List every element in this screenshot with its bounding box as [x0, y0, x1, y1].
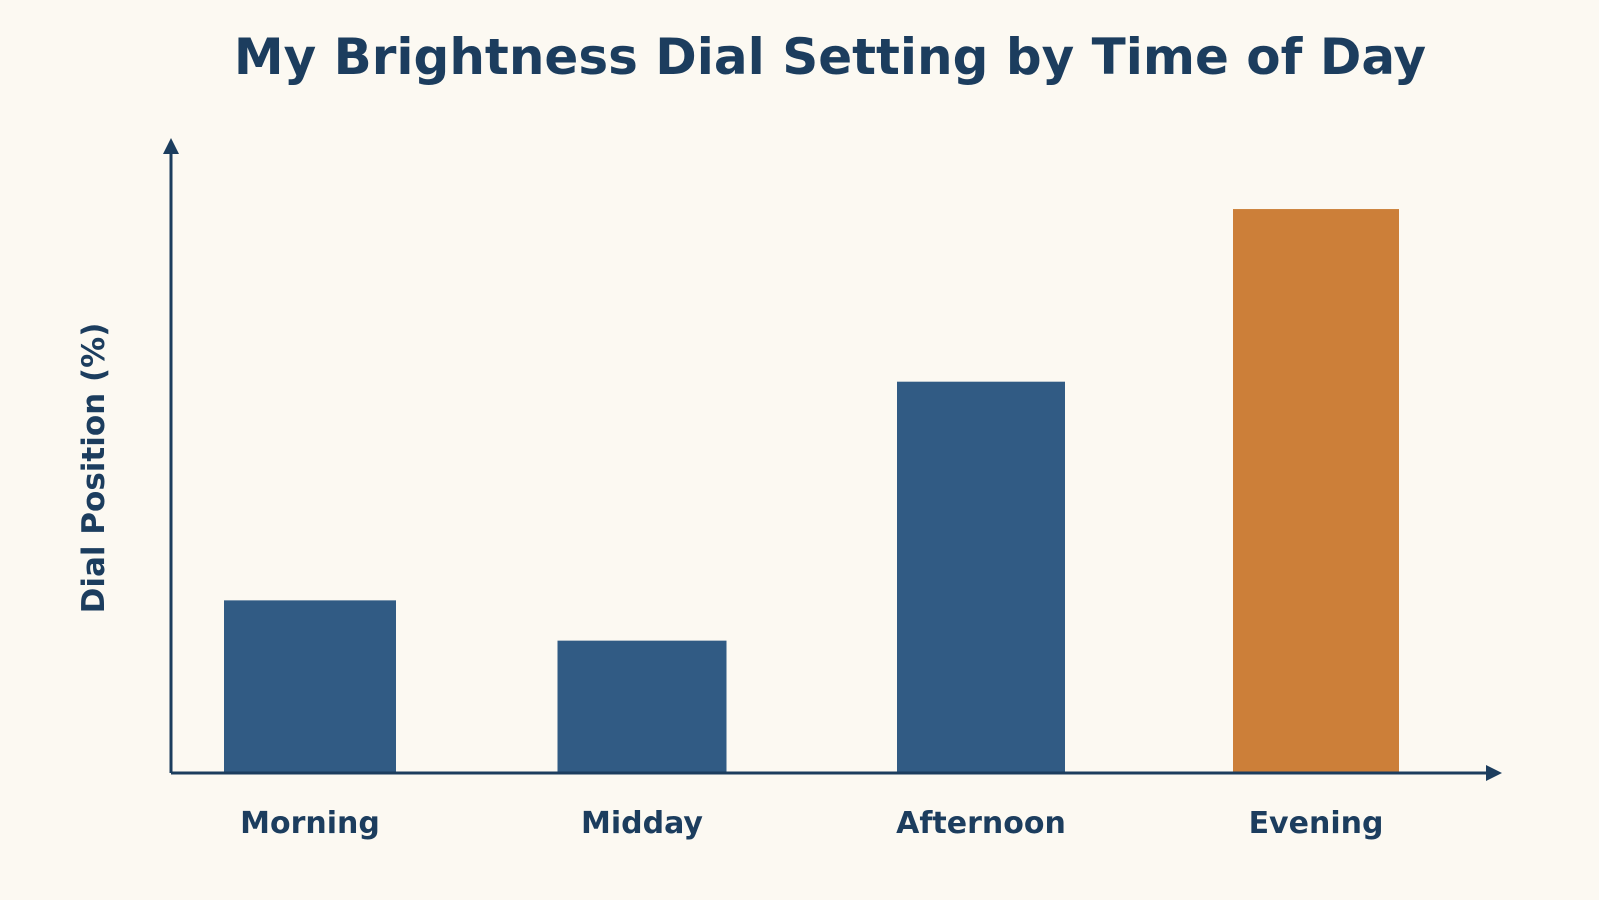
x-axis-arrow-icon — [1486, 765, 1502, 781]
bars-layer — [224, 209, 1399, 773]
tick-labels-layer: Morning Midday Afternoon Evening — [240, 806, 1383, 841]
bar-evening — [1233, 209, 1399, 773]
y-axis-title: Dial Position (%) — [76, 323, 112, 614]
bar-afternoon — [897, 381, 1065, 773]
chart-title: My Brightness Dial Setting by Time of Da… — [233, 28, 1427, 86]
axes-layer — [163, 138, 1502, 781]
x-tick-label-midday: Midday — [581, 806, 703, 841]
bar-morning — [224, 600, 396, 773]
x-tick-label-morning: Morning — [240, 806, 380, 841]
bar-midday — [557, 640, 727, 773]
x-tick-label-evening: Evening — [1249, 806, 1384, 841]
x-tick-label-afternoon: Afternoon — [896, 806, 1066, 841]
y-axis-arrow-icon — [163, 138, 179, 154]
